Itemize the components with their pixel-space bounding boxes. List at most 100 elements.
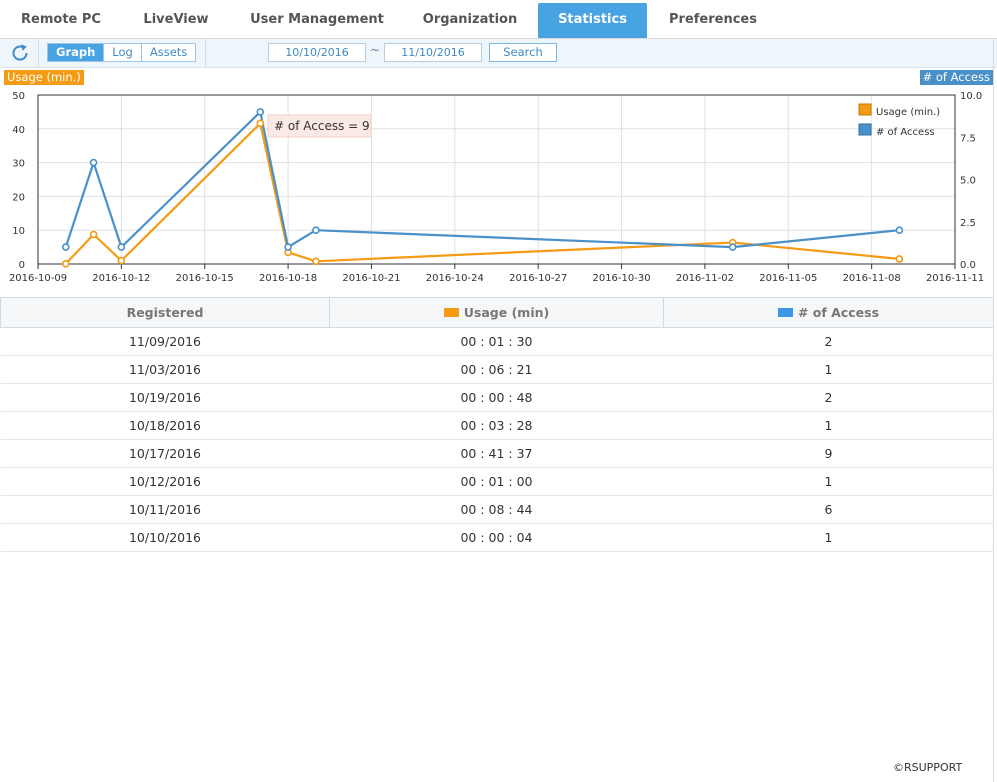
x-tick-label: 2016-10-24 (426, 273, 484, 284)
x-tick-label: 2016-10-27 (509, 273, 567, 284)
assets-view-button[interactable]: Assets (140, 44, 196, 61)
cell-access: 9 (663, 439, 994, 468)
y-left-tick-label: 40 (12, 125, 25, 136)
legend-swatch (858, 123, 872, 136)
toolbar: Graph Log Assets ~ Search (0, 39, 997, 68)
x-tick-label: 2016-10-12 (92, 273, 150, 284)
y-right-tick-label: 2.5 (960, 218, 976, 229)
cell-access: 6 (663, 495, 994, 524)
cell-usage: 00 : 03 : 28 (329, 411, 664, 440)
column-header-label: Registered (126, 305, 204, 320)
cell-access: 1 (663, 523, 994, 552)
table-row: 11/09/2016 00 : 01 : 30 2 (0, 327, 994, 356)
data-point (312, 226, 320, 234)
table-row: 10/12/2016 00 : 01 : 00 1 (0, 467, 994, 496)
tooltip-text: # of Access = 9 (274, 119, 370, 133)
x-tick-label: 2016-11-05 (759, 273, 817, 284)
x-tick-label: 2016-10-15 (176, 273, 234, 284)
tab-statistics[interactable]: Statistics (538, 3, 647, 38)
cell-access: 1 (663, 355, 994, 384)
column-header-registered[interactable]: Registered (0, 297, 330, 328)
usage-legend-swatch (443, 308, 459, 317)
data-point (256, 119, 265, 128)
tooltip-box (267, 114, 372, 138)
cell-registered: 10/17/2016 (0, 439, 330, 468)
column-header-access[interactable]: # of Access (663, 297, 994, 328)
legend-swatch (858, 103, 872, 116)
search-button[interactable]: Search (489, 43, 557, 62)
data-point (256, 108, 265, 116)
y-right-tick-label: 7.5 (960, 133, 976, 144)
tab-preferences[interactable]: Preferences (669, 12, 757, 27)
date-to-input[interactable] (384, 43, 482, 62)
cell-registered: 10/11/2016 (0, 495, 330, 524)
cell-access: 1 (663, 467, 994, 496)
cell-access: 2 (663, 383, 994, 412)
chart-tooltip: # of Access = 9 (267, 114, 372, 138)
legend-label: Usage (min.) (876, 107, 940, 118)
statistics-table: Registered Usage (min) # of Access 11/09… (0, 297, 994, 552)
copyright: ©RSUPPORT (893, 761, 963, 774)
table-row: 10/10/2016 00 : 00 : 04 1 (0, 523, 994, 552)
table-row: 10/11/2016 00 : 08 : 44 6 (0, 495, 994, 524)
data-point (61, 259, 70, 268)
date-from-input[interactable] (268, 43, 366, 62)
cell-usage: 00 : 00 : 48 (329, 383, 664, 412)
y-left-tick-label: 50 (12, 91, 25, 102)
cell-access: 1 (663, 411, 994, 440)
data-point (117, 256, 126, 265)
graph-view-button[interactable]: Graph (48, 44, 104, 61)
cell-usage: 00 : 01 : 00 (329, 467, 664, 496)
table-row: 10/17/2016 00 : 41 : 37 9 (0, 439, 994, 468)
table-row: 10/18/2016 00 : 03 : 28 1 (0, 411, 994, 440)
column-header-label: # of Access (797, 305, 880, 320)
series-line (64, 110, 900, 249)
x-tick-label: 2016-10-09 (9, 273, 67, 284)
data-point (89, 230, 98, 239)
plot-frame (37, 94, 956, 265)
tab-organization[interactable]: Organization (422, 12, 518, 27)
toolbar-divider (38, 39, 39, 67)
data-point (284, 243, 292, 251)
data-point (728, 243, 737, 251)
data-point (117, 243, 126, 251)
content-border (993, 39, 994, 782)
tab-liveview[interactable]: LiveView (143, 12, 209, 27)
data-point (61, 243, 70, 251)
y-left-tick-label: 20 (12, 192, 25, 203)
cell-usage: 00 : 41 : 37 (329, 439, 664, 468)
y-left-tick-label: 10 (12, 226, 25, 237)
y-right-tick-label: 10.0 (960, 91, 982, 102)
x-tick-label: 2016-10-21 (342, 273, 400, 284)
access-legend-swatch (777, 308, 793, 317)
y-right-axis-label: # of Access (919, 70, 993, 85)
series-line (64, 122, 900, 265)
x-tick-label: 2016-11-02 (676, 273, 734, 284)
view-toggle: Graph Log Assets (47, 43, 197, 62)
data-point (312, 257, 320, 266)
column-header-usage[interactable]: Usage (min) (329, 297, 664, 328)
tab-remote-pc[interactable]: Remote PC (21, 12, 101, 27)
x-tick-label: 2016-11-08 (843, 273, 901, 284)
top-nav: Remote PC LiveView User Management Organ… (0, 0, 997, 39)
cell-usage: 00 : 01 : 30 (329, 327, 664, 356)
x-tick-label: 2016-11-11 (926, 273, 984, 284)
data-point (895, 255, 904, 263)
y-left-tick-label: 30 (12, 159, 25, 170)
refresh-icon[interactable] (9, 43, 31, 63)
cell-registered: 10/10/2016 (0, 523, 330, 552)
cell-registered: 10/12/2016 (0, 467, 330, 496)
cell-usage: 00 : 06 : 21 (329, 355, 664, 384)
date-range-separator: ~ (370, 43, 381, 57)
column-header-label: Usage (min) (463, 305, 550, 320)
y-right-tick-label: 0.0 (960, 260, 976, 271)
log-view-button[interactable]: Log (103, 44, 141, 61)
cell-registered: 10/19/2016 (0, 383, 330, 412)
x-tick-label: 2016-10-18 (259, 273, 317, 284)
line-chart: 0 10 20 30 40 50 0.0 2.5 5.0 7.5 10.0 2016-10-09 201… (9, 91, 984, 284)
data-point (895, 226, 904, 234)
table-row: 10/19/2016 00 : 00 : 48 2 (0, 383, 994, 412)
toolbar-divider (205, 39, 206, 67)
y-right-tick-label: 5.0 (960, 176, 976, 187)
tab-user-management[interactable]: User Management (250, 12, 384, 27)
